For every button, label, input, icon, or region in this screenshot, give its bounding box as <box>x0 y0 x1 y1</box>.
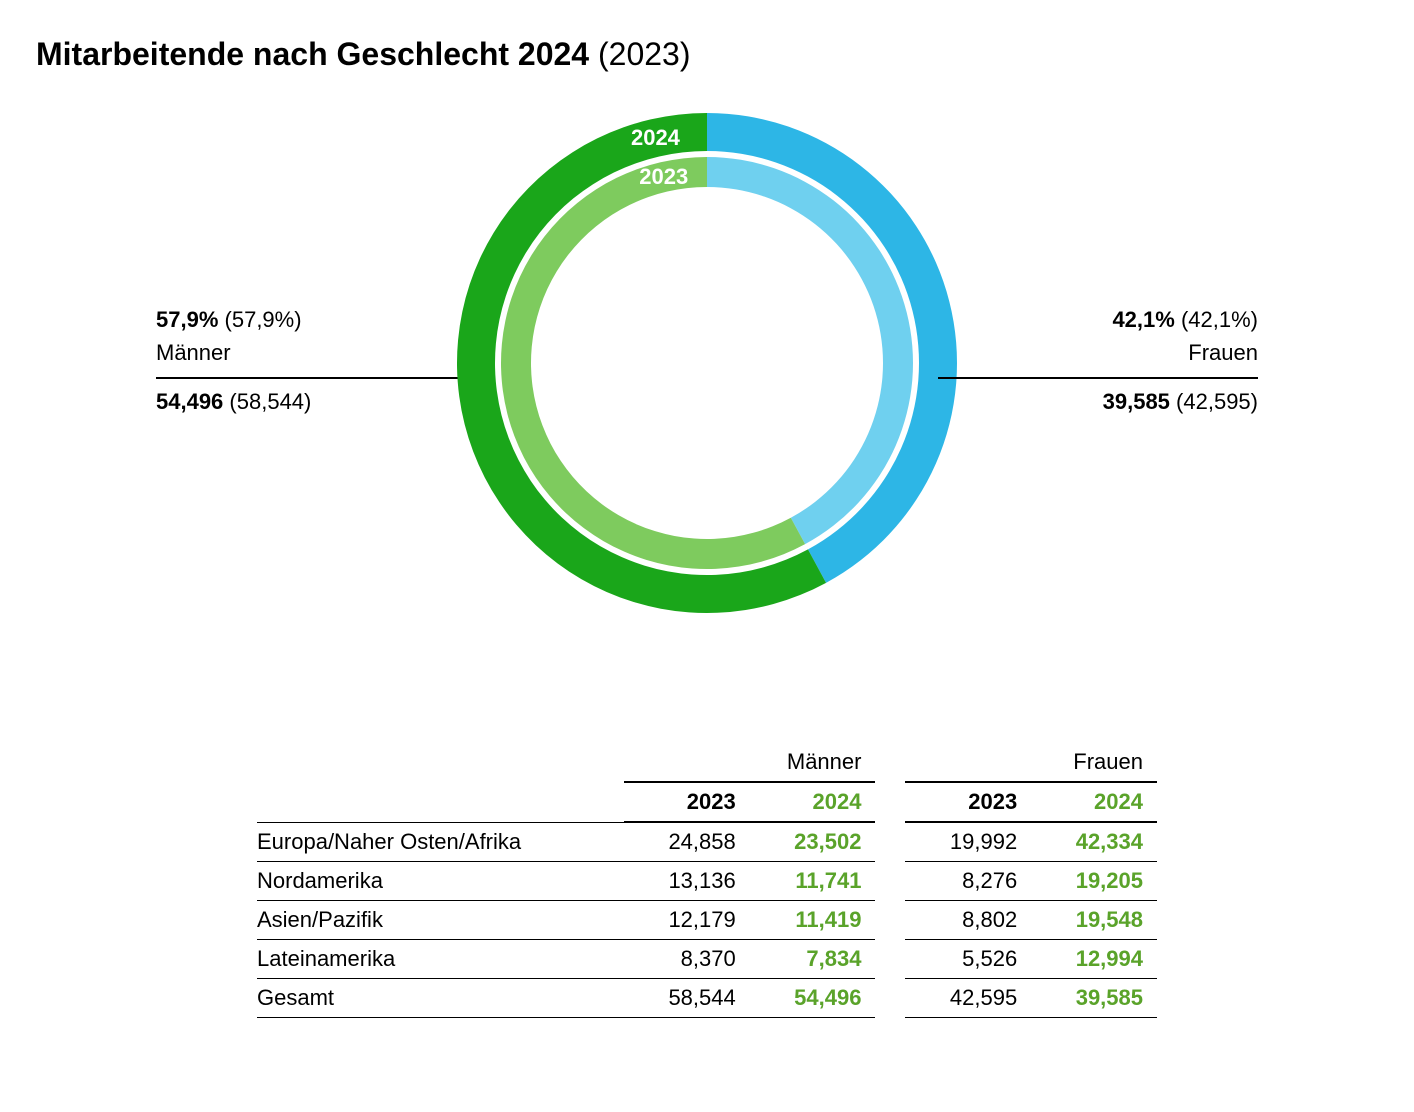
cell-m2024: 7,834 <box>750 940 876 979</box>
donut-chart: 2024 2023 <box>447 103 967 623</box>
table-row: Gesamt58,54454,496 42,59539,585 <box>257 979 1157 1018</box>
cell-m2024: 23,502 <box>750 822 876 862</box>
row-label: Nordamerika <box>257 862 624 901</box>
col-group-men: Männer <box>624 743 875 782</box>
cell-f2023: 8,276 <box>905 862 1031 901</box>
women-count-2024: 39,585 <box>1103 389 1170 414</box>
col-women-2023: 2023 <box>905 782 1031 822</box>
title-paren: (2023) <box>598 36 691 72</box>
row-label: Europa/Naher Osten/Afrika <box>257 822 624 862</box>
men-count-2024: 54,496 <box>156 389 223 414</box>
women-pct-2023: (42,1%) <box>1181 307 1258 332</box>
cell-f2024: 39,585 <box>1031 979 1157 1018</box>
men-name: Männer <box>156 336 476 369</box>
cell-m2023: 13,136 <box>624 862 750 901</box>
cell-m2023: 24,858 <box>624 822 750 862</box>
men-divider <box>156 377 476 379</box>
cell-f2023: 5,526 <box>905 940 1031 979</box>
page-title: Mitarbeitende nach Geschlecht 2024 (2023… <box>36 36 1378 73</box>
men-pct-2024: 57,9% <box>156 307 218 332</box>
region-table: Männer Frauen 2023 2024 2023 2024 Europa… <box>257 743 1157 1018</box>
cell-m2024: 11,741 <box>750 862 876 901</box>
cell-f2024: 19,548 <box>1031 901 1157 940</box>
col-men-2024: 2024 <box>750 782 876 822</box>
col-group-women: Frauen <box>905 743 1157 782</box>
women-name: Frauen <box>938 336 1258 369</box>
row-label: Lateinamerika <box>257 940 624 979</box>
cell-f2023: 19,992 <box>905 822 1031 862</box>
row-label: Asien/Pazifik <box>257 901 624 940</box>
table-row: Europa/Naher Osten/Afrika24,85823,502 19,… <box>257 822 1157 862</box>
cell-f2023: 8,802 <box>905 901 1031 940</box>
cell-m2024: 11,419 <box>750 901 876 940</box>
col-women-2024: 2024 <box>1031 782 1157 822</box>
cell-f2024: 12,994 <box>1031 940 1157 979</box>
cell-f2024: 19,205 <box>1031 862 1157 901</box>
women-divider <box>938 377 1258 379</box>
label-women: 42,1% (42,1%) Frauen 39,585 (42,595) <box>938 303 1258 418</box>
donut-chart-area: 57,9% (57,9%) Männer 54,496 (58,544) 202… <box>36 103 1378 663</box>
table-row: Nordamerika13,13611,741 8,27619,205 <box>257 862 1157 901</box>
table-row: Asien/Pazifik12,17911,419 8,80219,548 <box>257 901 1157 940</box>
cell-f2024: 42,334 <box>1031 822 1157 862</box>
cell-m2023: 58,544 <box>624 979 750 1018</box>
cell-f2023: 42,595 <box>905 979 1031 1018</box>
year-label-2024: 2024 <box>631 125 680 151</box>
cell-m2024: 54,496 <box>750 979 876 1018</box>
col-men-2023: 2023 <box>624 782 750 822</box>
women-count-2023: (42,595) <box>1176 389 1258 414</box>
men-pct-2023: (57,9%) <box>225 307 302 332</box>
table-row: Lateinamerika8,3707,834 5,52612,994 <box>257 940 1157 979</box>
title-main: Mitarbeitende nach Geschlecht 2024 <box>36 36 589 72</box>
year-label-2023: 2023 <box>639 164 688 190</box>
row-label: Gesamt <box>257 979 624 1018</box>
men-count-2023: (58,544) <box>229 389 311 414</box>
cell-m2023: 8,370 <box>624 940 750 979</box>
label-men: 57,9% (57,9%) Männer 54,496 (58,544) <box>156 303 476 418</box>
women-pct-2024: 42,1% <box>1112 307 1174 332</box>
cell-m2023: 12,179 <box>624 901 750 940</box>
